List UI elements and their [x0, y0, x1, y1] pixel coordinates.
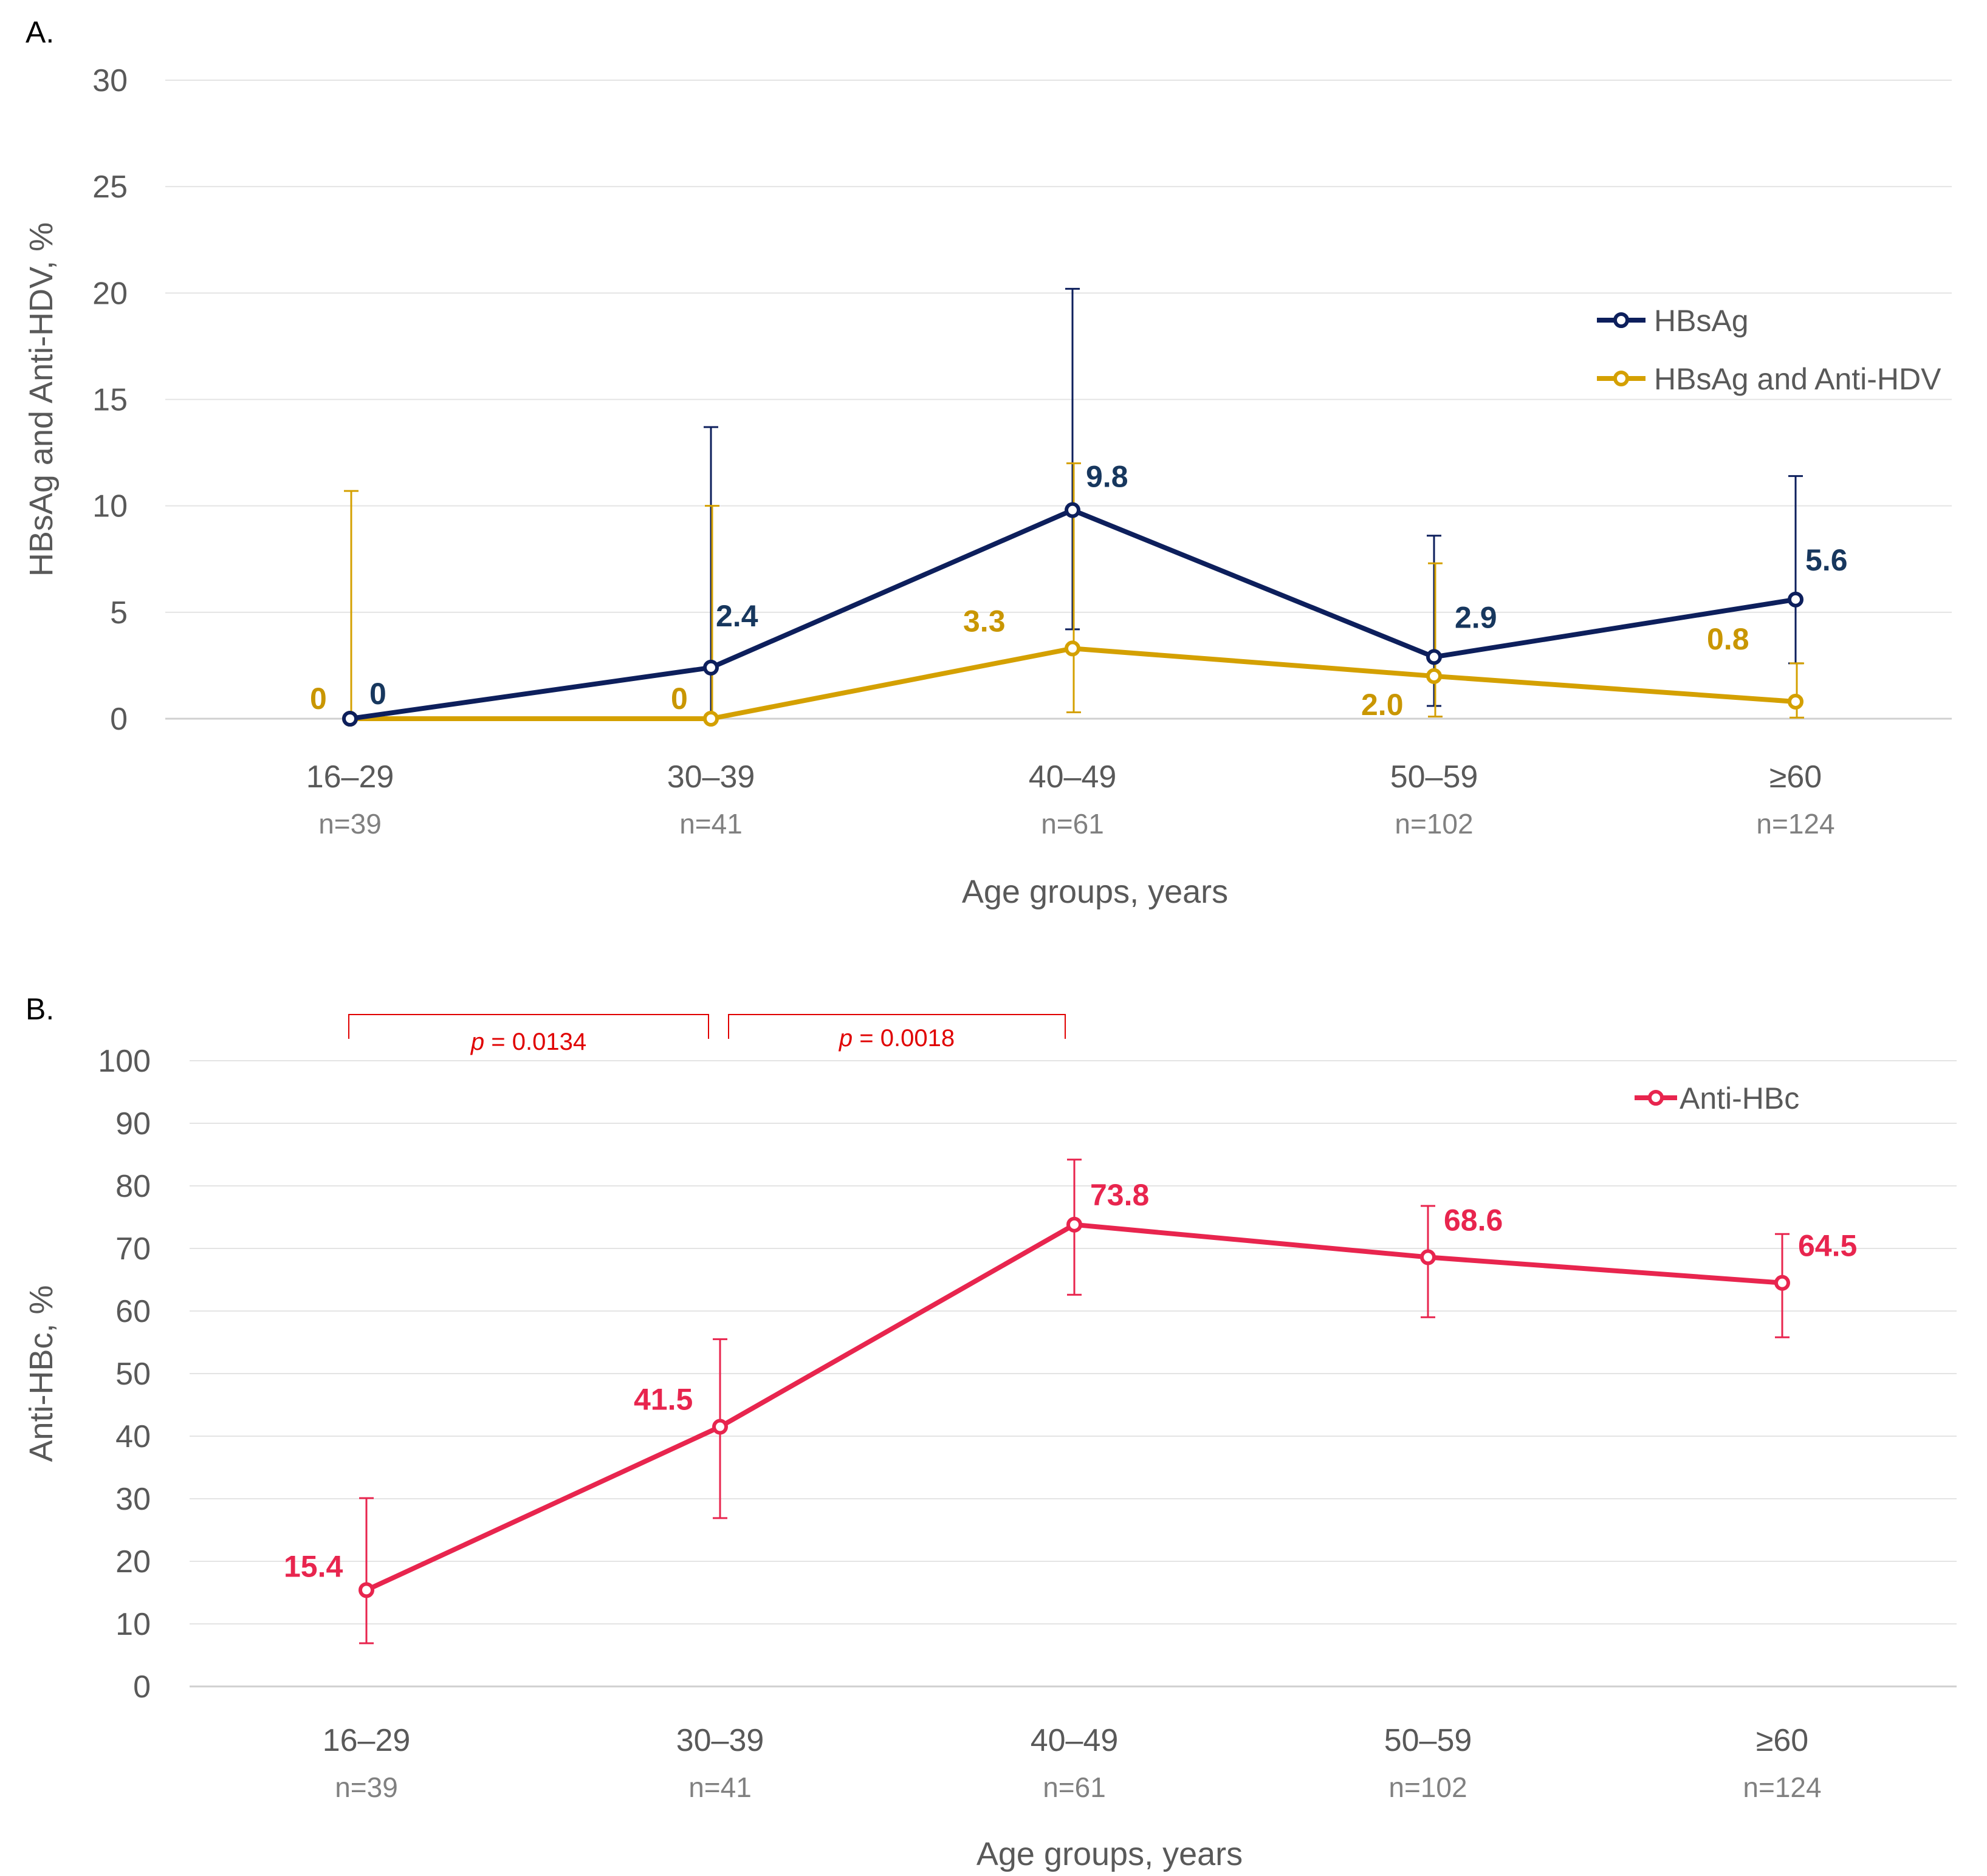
y-tick-label: 0 [110, 702, 128, 737]
data-point [712, 1419, 728, 1435]
panel-b-anti-hbc-chart: B. 0 10 20 30 40 50 60 70 80 90 100 16–29 n=39 30–39 n=… [23, 992, 1957, 1872]
y-tick-label: 70 [115, 1231, 151, 1267]
legend-marker [1613, 312, 1629, 328]
x-tick-label: 40–49 [1031, 1723, 1119, 1758]
sample-size-label: n=61 [1041, 808, 1104, 840]
x-tick-label: ≥60 [1769, 759, 1822, 795]
data-label: 73.8 [1090, 1178, 1149, 1212]
data-point [1426, 649, 1442, 665]
data-point [1774, 1275, 1790, 1291]
legend-marker [1613, 371, 1629, 386]
y-tick-label: 20 [92, 276, 128, 311]
data-label: 3.3 [963, 604, 1006, 638]
data-point [1066, 1216, 1082, 1233]
sample-size-label: n=41 [679, 808, 743, 840]
data-label: 9.8 [1086, 460, 1128, 494]
data-point [1420, 1249, 1436, 1265]
data-point [1065, 502, 1080, 518]
y-tick-label: 0 [133, 1669, 151, 1705]
sample-size-label: n=41 [688, 1772, 752, 1803]
data-label: 15.4 [284, 1549, 343, 1583]
x-tick-label: 30–39 [676, 1723, 764, 1758]
p-value-label: p = 0.0134 [470, 1029, 586, 1055]
sample-size-label: n=61 [1043, 1772, 1106, 1803]
x-tick-label: 50–59 [1384, 1723, 1472, 1758]
y-tick-label: 50 [115, 1357, 151, 1392]
legend-marker [1648, 1090, 1664, 1106]
data-point [1426, 668, 1442, 684]
panel-a-hbsag-chart: A. 0 5 10 15 20 25 30 16–29 n=39 30–39 n=41 40–49 n=6… [23, 15, 1952, 910]
y-tick-label: 30 [115, 1482, 151, 1517]
data-label: 5.6 [1805, 543, 1848, 577]
p-value-text: = 0.0134 [484, 1029, 586, 1055]
x-axis-title: Age groups, years [962, 874, 1228, 910]
x-axis-title: Age groups, years [976, 1836, 1243, 1872]
data-label: 64.5 [1798, 1229, 1857, 1263]
data-label: 0.8 [1707, 622, 1749, 656]
data-point [342, 711, 358, 727]
panel-letter: B. [26, 992, 54, 1026]
x-tick-label: 16–29 [323, 1723, 411, 1758]
data-label: 0 [671, 682, 688, 716]
sample-size-label: n=39 [318, 808, 382, 840]
legend-label: HBsAg and Anti-HDV [1654, 362, 1941, 396]
y-axis-title: HBsAg and Anti-HDV, % [23, 222, 60, 577]
data-label: 0 [310, 682, 327, 716]
y-tick-label: 90 [115, 1106, 151, 1142]
y-axis-title: Anti-HBc, % [23, 1285, 60, 1462]
sample-size-label: n=39 [335, 1772, 398, 1803]
panel-letter: A. [26, 15, 54, 49]
data-label: 2.4 [716, 599, 758, 633]
y-tick-label: 60 [115, 1294, 151, 1329]
p-value-label: p = 0.0018 [839, 1025, 955, 1052]
y-tick-label: 30 [92, 63, 128, 98]
p-symbol: p [839, 1025, 853, 1052]
y-tick-label: 25 [92, 169, 128, 205]
data-point [703, 659, 719, 676]
p-value-text: = 0.0018 [853, 1025, 955, 1052]
data-point [1788, 591, 1803, 608]
data-label: 2.0 [1361, 688, 1404, 722]
y-tick-label: 5 [110, 595, 128, 631]
data-point [703, 711, 719, 727]
sample-size-label: n=124 [1756, 808, 1834, 840]
data-point [1065, 640, 1080, 657]
y-tick-label: 80 [115, 1169, 151, 1204]
sample-size-label: n=124 [1743, 1772, 1821, 1803]
significance-bracket [728, 1014, 1066, 1039]
y-tick-label: 100 [98, 1044, 151, 1079]
data-label: 2.9 [1455, 600, 1497, 634]
data-label: 68.6 [1444, 1203, 1503, 1237]
significance-bracket [348, 1014, 709, 1039]
x-tick-label: ≥60 [1756, 1723, 1808, 1758]
sample-size-label: n=102 [1388, 1772, 1467, 1803]
legend-label: Anti-HBc [1680, 1081, 1799, 1115]
x-tick-label: 50–59 [1390, 759, 1478, 795]
data-label: 0 [369, 677, 386, 711]
data-point [359, 1582, 374, 1598]
y-tick-label: 10 [92, 489, 128, 524]
y-tick-label: 40 [115, 1419, 151, 1454]
x-tick-label: 40–49 [1029, 759, 1117, 795]
legend-label: HBsAg [1654, 304, 1749, 338]
x-tick-label: 30–39 [667, 759, 755, 795]
data-point [1788, 693, 1803, 710]
y-tick-label: 20 [115, 1544, 151, 1580]
p-symbol: p [470, 1029, 484, 1055]
sample-size-label: n=102 [1395, 808, 1473, 840]
x-tick-label: 16–29 [306, 759, 394, 795]
y-tick-label: 15 [92, 383, 128, 418]
data-label: 41.5 [634, 1383, 693, 1417]
y-tick-label: 10 [115, 1607, 151, 1642]
